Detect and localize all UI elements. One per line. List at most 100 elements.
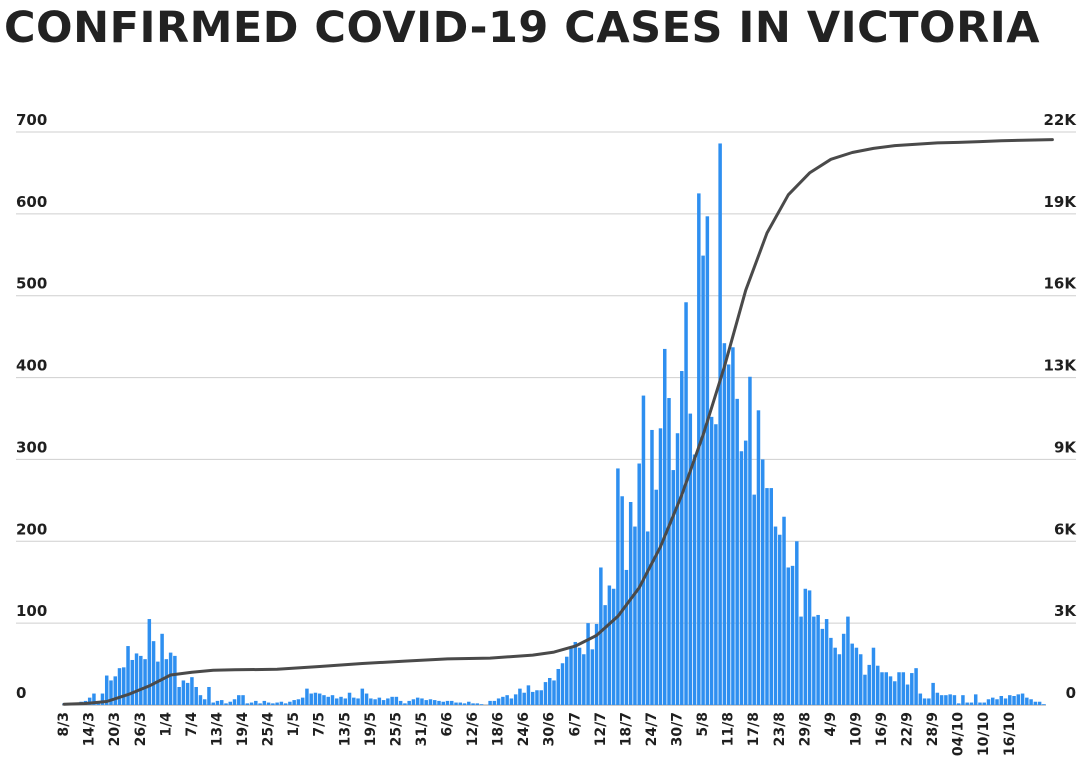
bar: [104, 675, 109, 705]
bar: [565, 656, 569, 705]
bar: [905, 684, 910, 705]
bar: [185, 682, 190, 705]
x-tick-label: 25/4: [261, 712, 277, 747]
x-tick-label: 13/4: [209, 712, 225, 747]
x-tick-label: 1/5: [286, 712, 302, 737]
bar: [543, 682, 548, 705]
bar: [675, 433, 680, 705]
bar: [202, 699, 207, 705]
x-tick-label: 7/4: [184, 712, 200, 737]
bar: [411, 699, 416, 705]
y-tick-label-left: 600: [16, 193, 47, 211]
bar: [837, 654, 842, 705]
x-tick-label: 30/7: [670, 712, 686, 746]
bar: [369, 698, 373, 705]
x-tick-label: 04/10: [951, 712, 967, 756]
x-tick-label: 8/3: [56, 712, 72, 737]
bar: [1029, 699, 1033, 705]
bar: [147, 619, 152, 705]
bar: [714, 424, 718, 705]
bar: [820, 628, 825, 705]
bar: [1012, 695, 1016, 705]
bar: [296, 699, 301, 705]
bar: [373, 699, 377, 705]
bar: [786, 567, 791, 705]
bar: [164, 659, 169, 705]
bar: [207, 686, 211, 705]
bar-series: [62, 143, 1046, 705]
bar: [586, 623, 590, 705]
bar: [1016, 694, 1021, 705]
bar: [313, 692, 318, 705]
bar: [628, 501, 633, 705]
bar: [283, 703, 288, 705]
bar: [326, 696, 330, 705]
bar: [633, 526, 637, 705]
bar: [254, 700, 258, 705]
bar: [701, 255, 705, 705]
x-tick-label: 19/4: [235, 712, 251, 747]
x-tick-label: 12/6: [465, 712, 481, 746]
bar: [743, 440, 748, 705]
bar: [922, 698, 927, 705]
bar: [151, 641, 156, 705]
bar: [92, 693, 96, 705]
bar: [428, 699, 433, 705]
bar: [888, 676, 893, 705]
bar: [935, 692, 940, 705]
bar: [501, 696, 505, 705]
bar: [271, 703, 275, 705]
bar: [718, 143, 722, 705]
bar: [616, 468, 620, 705]
bar: [432, 700, 437, 705]
bar: [492, 700, 497, 705]
bar: [356, 698, 360, 705]
bar: [454, 702, 458, 705]
bar: [637, 463, 641, 705]
bar: [854, 647, 859, 705]
x-tick-label: 7/5: [312, 712, 328, 737]
bar: [1025, 697, 1029, 705]
bar: [381, 700, 386, 705]
x-tick-label: 18/7: [618, 712, 634, 746]
x-tick-label: 30/6: [542, 712, 558, 746]
bar: [360, 688, 365, 705]
y-tick-label-left: 100: [16, 602, 47, 620]
bar: [364, 693, 369, 705]
y-tick-label-left: 300: [16, 438, 47, 456]
bar: [168, 652, 173, 705]
bar: [1033, 701, 1038, 705]
bar: [1008, 695, 1012, 705]
bar: [479, 704, 484, 705]
bar: [944, 695, 948, 705]
bar: [505, 695, 509, 705]
bar: [965, 702, 969, 705]
bar: [552, 680, 556, 705]
bar: [999, 695, 1004, 705]
x-tick-label: 26/3: [133, 712, 149, 746]
x-tick-label: 10/10: [976, 712, 992, 756]
bar: [126, 646, 130, 705]
bar: [156, 661, 160, 705]
bar: [973, 694, 978, 705]
chart-title: CONFIRMED COVID-19 CASES IN VICTORIA: [4, 3, 1040, 53]
y-tick-label-right: 13K: [1044, 357, 1078, 375]
bar: [795, 541, 799, 705]
x-tick-label: 16/10: [1002, 712, 1018, 756]
bar: [398, 700, 403, 705]
bar: [462, 703, 467, 705]
x-tick-label: 29/8: [797, 712, 813, 746]
bar: [918, 693, 923, 705]
bar: [100, 693, 105, 705]
bar: [190, 677, 194, 705]
bar: [667, 398, 671, 705]
bar: [339, 696, 343, 705]
bar: [228, 701, 233, 705]
bar: [488, 700, 492, 705]
bar: [390, 696, 394, 705]
bar: [654, 489, 658, 705]
bar: [863, 674, 867, 705]
bar: [582, 654, 586, 705]
bar: [927, 698, 931, 705]
bar: [424, 700, 428, 705]
